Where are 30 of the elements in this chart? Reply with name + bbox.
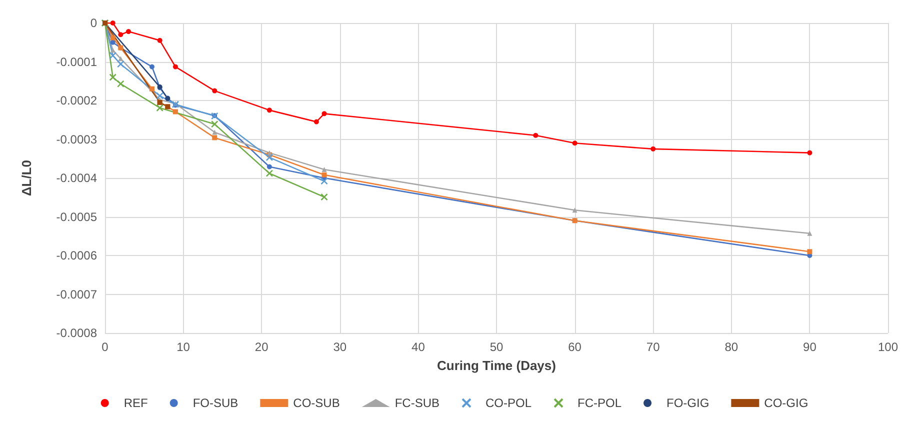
x-tick-label: 100 (878, 340, 898, 354)
y-tick-label: -0.0005 (56, 210, 98, 224)
y-tick-label: 0 (90, 16, 98, 30)
x-axis-title: Curing Time (Days) (437, 358, 556, 373)
y-tick-label: -0.0001 (56, 54, 98, 69)
legend-label: FC-SUB (394, 396, 440, 410)
x-tick-label: 70 (646, 340, 660, 354)
y-tick-label: -0.0008 (56, 326, 98, 340)
x-tick-label: 90 (803, 340, 817, 354)
y-tick-label: -0.0003 (56, 132, 98, 146)
x-tick-label: 50 (490, 340, 504, 354)
y-axis-title: ΔL/L0 (19, 160, 34, 196)
x-tick-label: 10 (176, 340, 190, 354)
x-tick-label: 60 (568, 340, 582, 354)
x-tick-label: 20 (254, 340, 269, 354)
y-tick-label: -0.0006 (56, 248, 98, 262)
x-tick-label: 40 (412, 340, 426, 354)
legend-label: FO-GIG (666, 396, 710, 410)
legend-label: CO-GIG (764, 396, 808, 410)
x-tick-label: 0 (102, 340, 109, 354)
y-tick-label: -0.0004 (56, 171, 98, 185)
y-tick-label: -0.0007 (56, 287, 98, 302)
x-tick-label: 30 (333, 340, 347, 354)
x-tick-label: 80 (724, 340, 738, 354)
legend-label: FO-SUB (192, 396, 238, 410)
legend-label: REF (124, 396, 148, 410)
y-tick-label: -0.0002 (56, 94, 98, 108)
legend-label: CO-SUB (293, 396, 340, 410)
legend-label: FC-POL (578, 396, 622, 410)
legend-label: CO-POL (486, 396, 532, 410)
